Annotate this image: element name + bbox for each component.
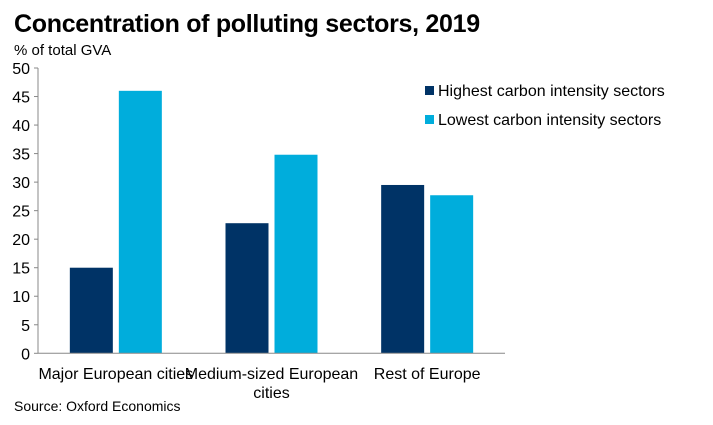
bar-lowest-1 bbox=[274, 154, 318, 354]
x-tick-label: Medium-sized European bbox=[185, 366, 358, 383]
bar-lowest-2 bbox=[430, 195, 474, 354]
chart-title: Concentration of polluting sectors, 2019 bbox=[14, 10, 480, 38]
y-axis-label: % of total GVA bbox=[14, 42, 112, 59]
legend-swatch-0 bbox=[425, 86, 434, 95]
bar-highest-0 bbox=[69, 267, 113, 354]
source-note: Source: Oxford Economics bbox=[14, 398, 181, 414]
bar-lowest-0 bbox=[118, 90, 162, 354]
y-tick-label: 35 bbox=[12, 147, 30, 164]
bar-highest-2 bbox=[381, 184, 425, 354]
y-tick-label: 30 bbox=[12, 175, 30, 192]
y-tick-label: 40 bbox=[12, 118, 30, 135]
x-tick-label: Rest of Europe bbox=[374, 366, 481, 383]
y-tick-label: 50 bbox=[12, 61, 30, 78]
y-tick-label: 15 bbox=[12, 261, 30, 278]
y-tick-label: 25 bbox=[12, 204, 30, 221]
legend-label-1: Lowest carbon intensity sectors bbox=[438, 112, 661, 129]
x-tick-label: cities bbox=[253, 385, 289, 402]
y-tick-label: 10 bbox=[12, 289, 30, 306]
x-tick-label: Major European cities bbox=[38, 366, 193, 383]
y-tick-label: 0 bbox=[21, 346, 30, 363]
bar-highest-1 bbox=[225, 223, 269, 354]
legend-label-0: Highest carbon intensity sectors bbox=[438, 83, 665, 100]
y-tick-label: 5 bbox=[21, 318, 30, 335]
y-tick-label: 20 bbox=[12, 232, 30, 249]
y-tick-label: 45 bbox=[12, 90, 30, 107]
legend-swatch-1 bbox=[425, 115, 434, 124]
